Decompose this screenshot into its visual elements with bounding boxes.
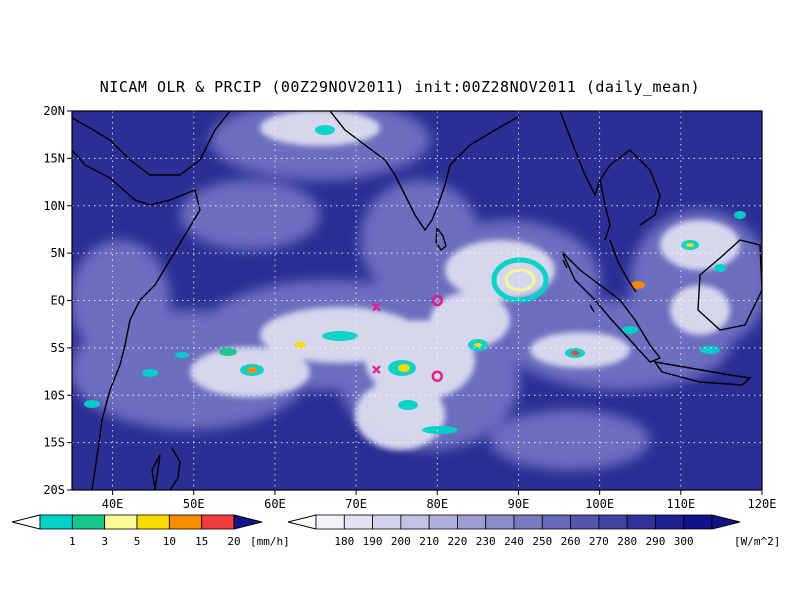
colorbar-label: 250 [532,535,552,548]
colorbar-low-arrow [11,514,41,530]
colorbar-swatch [315,514,345,530]
colorbar-swatch [655,514,685,530]
lat-axis: 20N 15N 10N 5N EQ 5S 10S 15S 20S [43,104,72,497]
colorbar-swatch [513,514,543,530]
colorbar-swatch [428,514,458,530]
lat-tick-label: 10N [43,199,65,213]
colorbar-label: 180 [334,535,354,548]
lat-tick-label: 5S [51,341,65,355]
coastline [72,111,762,490]
lat-tick-label: 20N [43,104,65,118]
colorbar-label: 300 [674,535,694,548]
colorbar-swatch [168,514,203,530]
marker-cross [372,302,381,312]
colorbar-label: 260 [561,535,581,548]
colorbar-swatch [201,514,235,530]
precip-colorbar: 1 3 5 10 15 20 [mm/h] [11,514,290,548]
map-title: NICAM OLR & PRCIP (00Z29NOV2011) init:00… [99,78,701,96]
colorbar-label: 5 [134,535,141,548]
colorbar-unit: [mm/h] [250,535,290,548]
colorbar-low-arrow [287,514,317,530]
lon-axis: 40E 50E 60E 70E 80E 90E 100E 110E 120E [102,490,777,511]
colorbar-swatch [136,514,170,530]
colorbar-label: 210 [419,535,439,548]
lon-tick-label: 50E [183,497,205,511]
colorbar-label: 10 [163,535,176,548]
lon-tick-label: 80E [426,497,448,511]
colorbar-swatch [626,514,656,530]
colorbar-label: 290 [645,535,665,548]
colorbar-swatch [343,514,373,530]
lat-tick-label: 20S [43,483,65,497]
lon-tick-label: 100E [585,497,614,511]
lon-tick-label: 110E [666,497,695,511]
colorbar-swatch [39,514,73,530]
lon-tick-label: 120E [748,497,777,511]
olr-colorbar: 180 190 200 210 220 230 240 250 260 270 280 290 300 [… [287,514,780,548]
colorbar-label: 230 [476,535,496,548]
colorbar-swatch [541,514,571,530]
colorbar-swatch [598,514,628,530]
colorbar-label: 20 [227,535,240,548]
colorbar-swatch [570,514,600,530]
colorbar-high-arrow [711,514,741,530]
colorbar-label: 240 [504,535,524,548]
marker-circle [431,370,444,383]
marker-circle [431,294,444,307]
colorbar-label: 200 [391,535,411,548]
colorbar-label: 270 [589,535,609,548]
colorbar-swatch [71,514,106,530]
marker-cross [372,365,381,374]
colorbar-high-arrow [233,514,263,530]
colorbar-swatch [683,514,713,530]
lon-tick-label: 60E [264,497,286,511]
lat-tick-label: 15N [43,151,65,165]
marker-layer [372,294,444,383]
colorbar-unit: [W/m^2] [734,535,780,548]
colorbar-label: 3 [101,535,108,548]
colorbar-swatch [400,514,430,530]
lon-tick-label: 70E [345,497,367,511]
colorbar-swatch [457,514,487,530]
colorbar-label: 220 [447,535,467,548]
colorbar-label: 280 [617,535,637,548]
colorbar-label: 190 [363,535,383,548]
lat-tick-label: 15S [43,436,65,450]
lat-tick-label: 5N [51,246,65,260]
colorbar-swatch [372,514,402,530]
lat-tick-label: EQ [51,294,65,308]
lon-tick-label: 90E [508,497,530,511]
colorbar-swatch [104,514,138,530]
colorbar-label: 15 [195,535,208,548]
colorbar-swatch [485,514,515,530]
colorbar-label: 1 [69,535,76,548]
lat-tick-label: 10S [43,388,65,402]
lon-tick-label: 40E [102,497,124,511]
olr-field [72,111,762,490]
